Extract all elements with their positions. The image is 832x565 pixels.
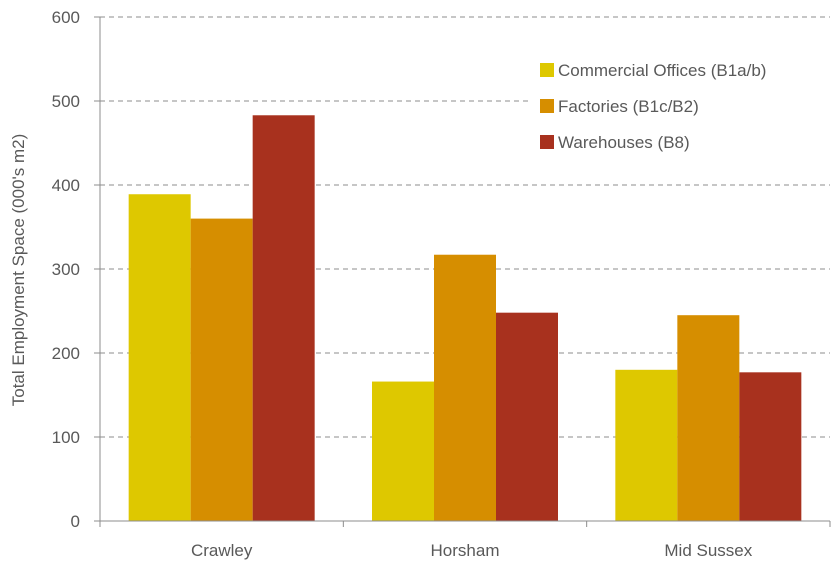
legend-background <box>530 45 830 165</box>
bar-horsham-series-2 <box>496 312 558 521</box>
bars <box>128 115 802 522</box>
legend-swatch <box>540 135 554 149</box>
bar-mid-sussex-series-1 <box>677 315 740 521</box>
y-tick-label: 0 <box>71 512 80 531</box>
x-category-label: Horsham <box>431 541 500 560</box>
y-tick-label: 100 <box>52 428 80 447</box>
bar-horsham-series-1 <box>434 254 496 521</box>
legend-swatch <box>540 99 554 113</box>
legend-label: Factories (B1c/B2) <box>558 97 699 116</box>
bar-mid-sussex-series-2 <box>739 372 802 521</box>
legend: Commercial Offices (B1a/b) Factories (B1c… <box>530 45 830 165</box>
bar-crawley-series-0 <box>128 194 191 522</box>
y-axis-title: Total Employment Space (000's m2) <box>9 134 28 407</box>
y-tick-label: 400 <box>52 176 80 195</box>
x-category-label: Mid Sussex <box>664 541 752 560</box>
legend-label: Warehouses (B8) <box>558 133 690 152</box>
bar-crawley-series-2 <box>252 115 315 521</box>
bar-horsham-series-0 <box>372 381 434 521</box>
axes: 0 100 200 300 400 500 600 Crawley Horsham Mid Sus… <box>52 8 831 560</box>
bar-crawley-series-1 <box>190 218 253 521</box>
legend-label: Commercial Offices (B1a/b) <box>558 61 766 80</box>
legend-swatch <box>540 63 554 77</box>
x-category-label: Crawley <box>191 541 253 560</box>
y-tick-label: 500 <box>52 92 80 111</box>
bar-mid-sussex-series-0 <box>615 369 678 521</box>
y-tick-label: 600 <box>52 8 80 27</box>
y-tick-label: 300 <box>52 260 80 279</box>
y-tick-label: 200 <box>52 344 80 363</box>
